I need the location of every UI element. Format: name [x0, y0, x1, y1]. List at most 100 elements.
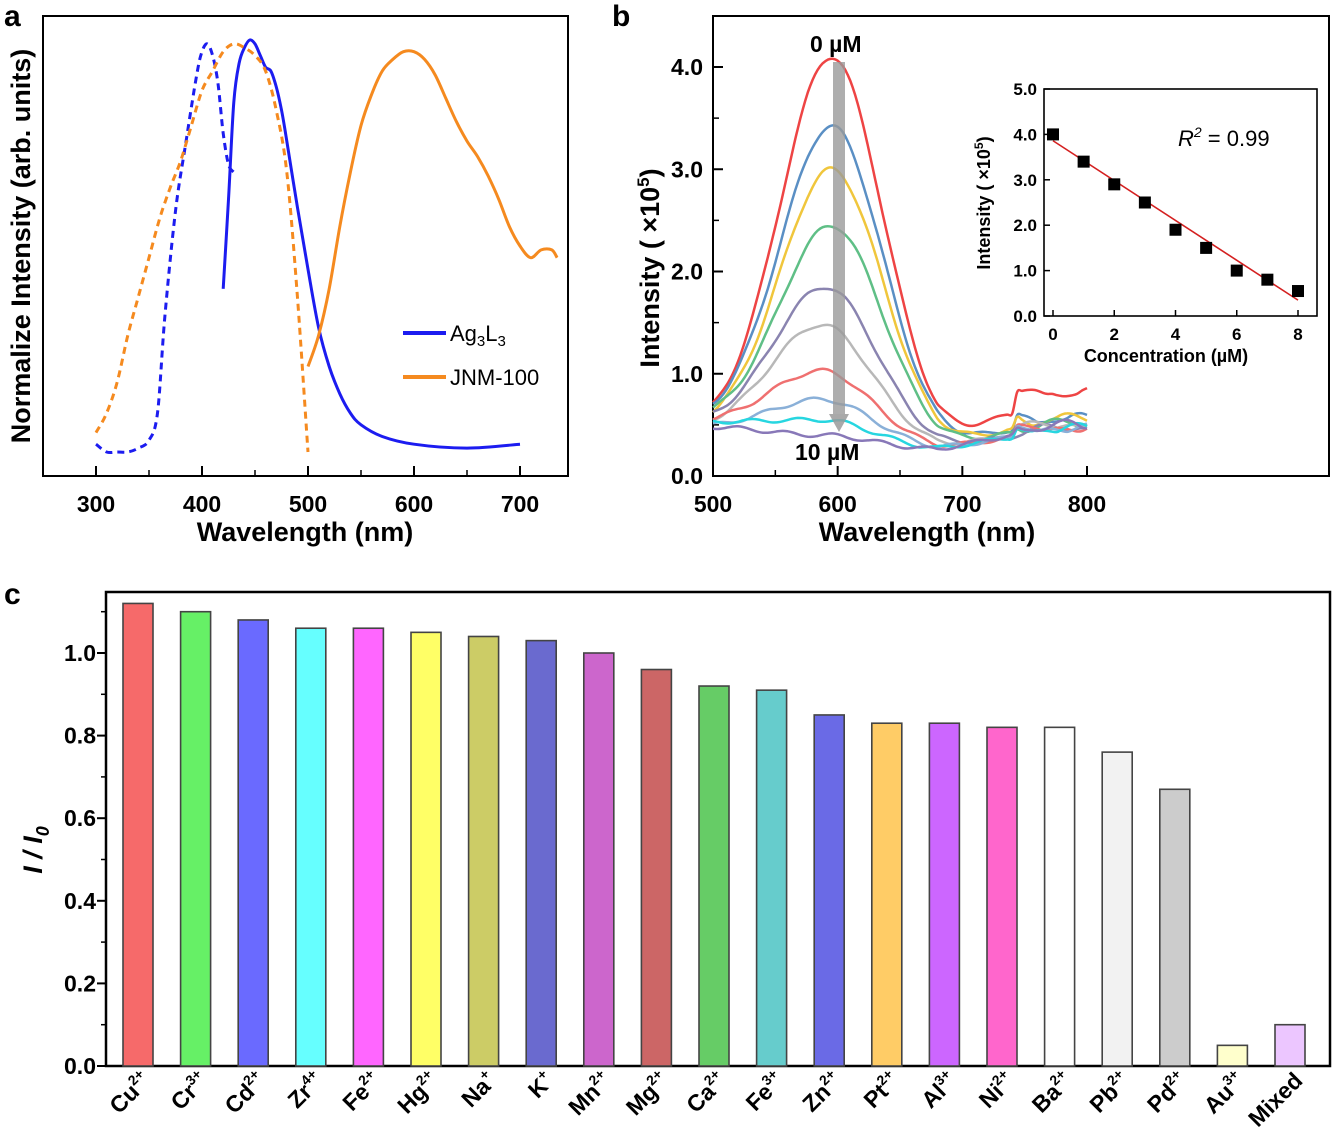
series-line — [712, 287, 1088, 445]
x-tick-label: 300 — [77, 491, 115, 517]
inset-data-point — [1261, 273, 1274, 286]
x-tick-label: 600 — [818, 491, 856, 517]
y-tick-label: 0.4 — [64, 888, 96, 914]
x-tick-label: Mixed — [1243, 1067, 1307, 1131]
x-tick-label: Zr4+ — [281, 1066, 328, 1113]
inset-y-tick-label: 2.0 — [1013, 216, 1037, 235]
panel-a-frame — [42, 15, 569, 477]
x-tick-label: Cu2+ — [103, 1066, 156, 1119]
bar — [582, 652, 615, 1067]
series-line — [712, 396, 1088, 449]
inset-data-point — [1200, 241, 1213, 254]
inset-fit-line — [1052, 140, 1299, 301]
inset-data-point — [1047, 128, 1059, 141]
bar — [352, 627, 385, 1067]
x-tick-label: K+ — [521, 1066, 558, 1103]
legend-label-jnm100: JNM-100 — [450, 365, 539, 390]
panel-c-y-ticks: 0.0 0.2 0.4 0.6 0.8 1.0 — [64, 610, 106, 1079]
panel-b-chart: 500 600 700 800 0.0 1.0 2.0 3.0 4.0 0 µM 10 µM W… — [634, 15, 1330, 547]
x-tick-label: 700 — [501, 491, 539, 517]
panel-b-ticks: 500 600 700 800 0.0 1.0 2.0 3.0 4.0 — [671, 54, 1106, 517]
y-tick-label: 1.0 — [671, 361, 703, 387]
panel-b-frame — [712, 15, 1330, 477]
bar — [813, 714, 846, 1067]
bar — [640, 668, 673, 1067]
x-tick-label: Cr3+ — [164, 1066, 213, 1115]
series-line — [712, 57, 1088, 428]
series-line — [221, 38, 521, 450]
bar — [467, 635, 500, 1067]
panel-b-arrow — [829, 62, 849, 432]
series-line — [712, 124, 1088, 435]
bar — [525, 639, 558, 1067]
series-line — [95, 42, 236, 455]
x-tick-label: Ba2+ — [1025, 1066, 1077, 1118]
panel-c-chart: 0.0 0.2 0.4 0.6 0.8 1.0 Cu2+Cr3+Cd2+Zr4+Fe2+H… — [18, 590, 1332, 1132]
inset-ticks: 0 2 4 6 8 0.0 1.0 2.0 3.0 4.0 5.0 — [1013, 80, 1302, 344]
inset-r2: R2 = 0.99 — [1178, 124, 1270, 151]
arrow-head-icon — [829, 414, 849, 432]
series-line — [306, 49, 559, 367]
series-line — [712, 166, 1088, 437]
y-tick-label: 2.0 — [671, 259, 703, 285]
bar — [1043, 726, 1076, 1067]
panel-b-inset: 0 2 4 6 8 0.0 1.0 2.0 3.0 4.0 5.0 R2 = 0.99 Concen… — [972, 80, 1318, 366]
inset-data-point — [1169, 223, 1182, 236]
y-tick-label: 0.6 — [64, 805, 96, 831]
x-tick-label: Hg2+ — [391, 1066, 444, 1119]
x-tick-label: Mg2+ — [619, 1066, 674, 1121]
panel-a-x-title: Wavelength (nm) — [197, 517, 414, 547]
inset-points — [1047, 128, 1304, 301]
x-tick-label: 800 — [1068, 491, 1106, 517]
y-tick-label: 0.2 — [64, 970, 96, 996]
panel-b-y-title: Intensity ( ×105) — [634, 168, 665, 367]
bar — [755, 689, 788, 1067]
inset-x-tick-label: 0 — [1048, 325, 1057, 344]
annotation-10um: 10 µM — [795, 439, 859, 465]
bar — [410, 631, 442, 1067]
y-tick-label: 0.0 — [64, 1053, 96, 1079]
inset-y-tick-label: 0.0 — [1013, 307, 1037, 326]
series-line — [712, 367, 1088, 448]
x-tick-label: Ni2+ — [972, 1066, 1019, 1113]
panel-b-x-title: Wavelength (nm) — [819, 517, 1036, 547]
panel-label-a: a — [4, 0, 21, 33]
panel-a-legend: Ag3L3 JNM-100 — [403, 321, 539, 390]
panel-a-x-ticks: 300 400 500 600 700 — [42, 466, 539, 517]
annotation-0um: 0 µM — [810, 31, 862, 57]
inset-data-point — [1077, 155, 1090, 168]
x-tick-label: Zn2+ — [796, 1066, 847, 1117]
x-tick-label: Mn2+ — [562, 1066, 617, 1121]
panel-c-x-labels: Cu2+Cr3+Cd2+Zr4+Fe2+Hg2+ Na+ K+Mn2+Mg2+Ca2… — [103, 1066, 1307, 1132]
x-tick-label: Fe3+ — [739, 1066, 789, 1116]
series-line — [712, 323, 1088, 446]
panel-c-bars — [122, 602, 1306, 1067]
x-tick-label: 500 — [289, 491, 327, 517]
x-tick-label: 700 — [943, 491, 981, 517]
bar — [1101, 751, 1133, 1067]
bar — [1274, 1023, 1306, 1067]
inset-data-point — [1230, 264, 1243, 277]
x-tick-label: Pd2+ — [1140, 1066, 1192, 1118]
panel-label-c: c — [4, 578, 21, 611]
panel-a-y-title: Normalize Intensity (arb. units) — [6, 49, 36, 444]
bar — [1159, 788, 1191, 1067]
y-tick-label: 0.8 — [64, 723, 96, 749]
inset-x-tick-label: 8 — [1293, 325, 1302, 344]
panel-a-series — [94, 38, 559, 455]
inset-y-tick-label: 3.0 — [1013, 171, 1037, 190]
y-tick-label: 4.0 — [671, 54, 703, 80]
bar — [237, 619, 269, 1067]
inset-x-tick-label: 2 — [1110, 325, 1119, 344]
inset-x-tick-label: 6 — [1232, 325, 1241, 344]
arrow-shaft — [833, 62, 845, 414]
inset-y-tick-label: 5.0 — [1013, 80, 1037, 99]
bar — [698, 685, 730, 1067]
y-tick-label: 3.0 — [671, 156, 703, 182]
x-tick-label: 400 — [183, 491, 221, 517]
y-tick-label: 0.0 — [671, 463, 703, 489]
inset-frame — [1043, 88, 1318, 317]
series-line — [712, 224, 1088, 441]
legend-label-ag3l3: Ag3L3 — [450, 321, 506, 350]
